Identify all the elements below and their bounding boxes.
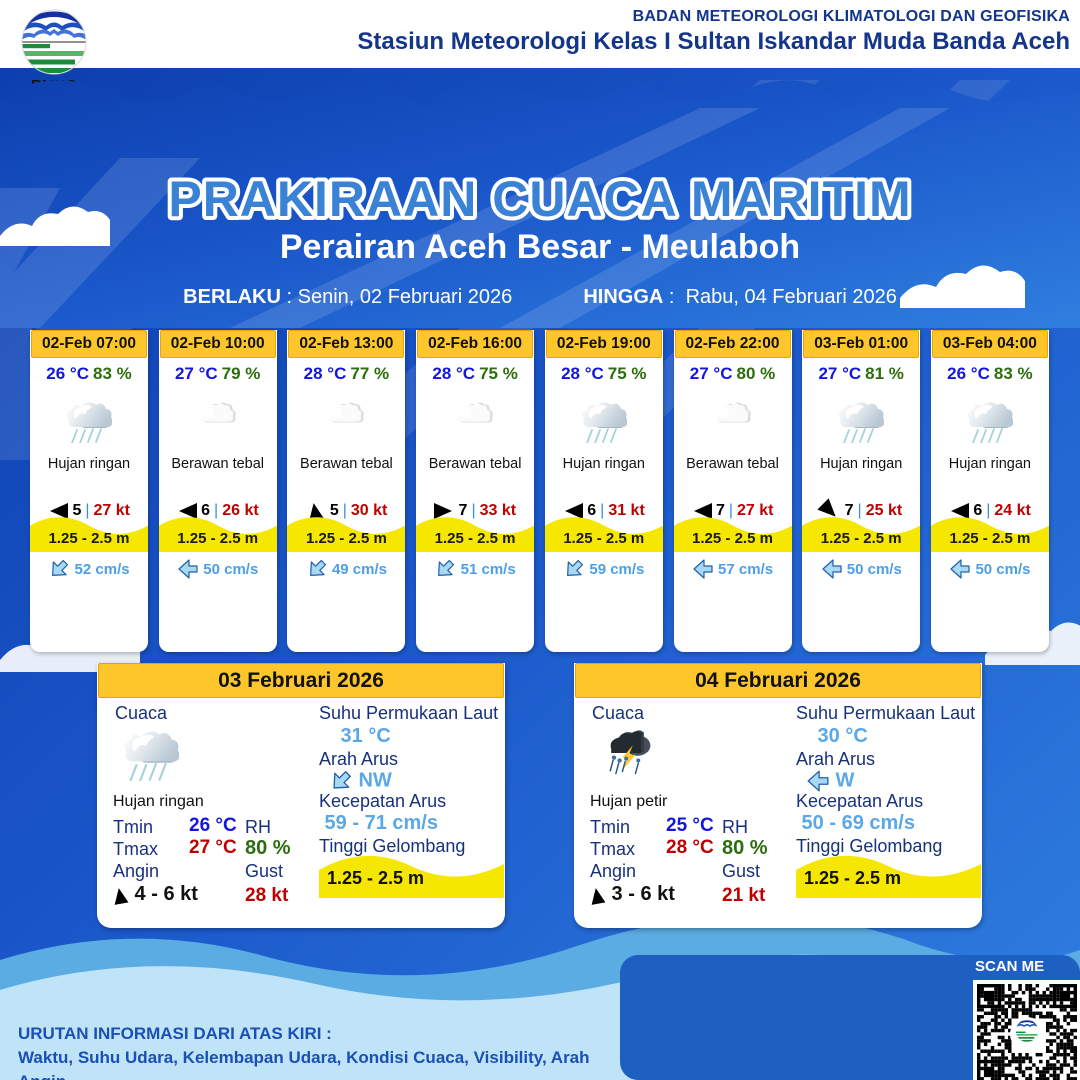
svg-text:PRAKIRAAN CUACA MARITIM: PRAKIRAAN CUACA MARITIM <box>168 171 911 227</box>
